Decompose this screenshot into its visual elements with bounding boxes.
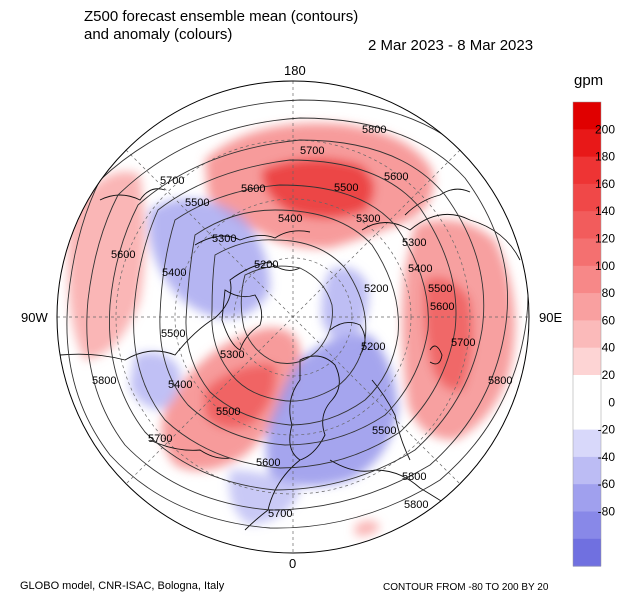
contour-label: 5200 — [364, 283, 388, 295]
contour-label: 5500 — [372, 425, 396, 437]
colorbar-swatch — [573, 129, 601, 158]
colorbar-swatch — [573, 456, 601, 485]
colorbar-tick-label: -20 — [598, 423, 616, 437]
colorbar-swatch — [573, 156, 601, 185]
contour-label: 5600 — [430, 301, 454, 313]
contour-label: 5300 — [356, 213, 380, 225]
contour-label: 5300 — [402, 237, 426, 249]
colorbar-swatch — [573, 484, 601, 512]
colorbar-tick-label: 200 — [595, 122, 615, 136]
colorbar-swatch — [573, 102, 601, 130]
contour-label: 5500 — [185, 197, 209, 209]
contour-label: 5700 — [268, 508, 292, 520]
longitude-label-right: 90E — [539, 310, 563, 325]
anomaly-positive-africa — [355, 520, 380, 536]
colorbar-tick-label: 180 — [595, 150, 615, 164]
colorbar-swatch — [573, 183, 601, 212]
longitude-label-left: 90W — [21, 310, 48, 325]
colorbar-swatch — [573, 429, 601, 458]
colorbar-tick-label: 20 — [602, 368, 616, 382]
colorbar-tick-label: -80 — [598, 505, 616, 519]
contour-label: 5800 — [488, 375, 512, 387]
date-range: 2 Mar 2023 - 8 Mar 2023 — [368, 37, 534, 54]
anomaly-negative-canada — [148, 198, 270, 319]
colorbar-swatch — [573, 402, 601, 431]
contour-label: 5700 — [451, 337, 475, 349]
contour-label: 5200 — [361, 341, 385, 353]
contour-label: 5300 — [212, 233, 236, 245]
map-frame — [56, 80, 530, 554]
anomaly-negative-south — [229, 470, 300, 525]
colorbar-tick-label: 100 — [595, 259, 615, 273]
contour-label: 5200 — [254, 259, 278, 271]
anomaly-positive-north-pacific-core — [262, 158, 374, 219]
graticule — [57, 81, 529, 553]
contour-label: 5400 — [168, 379, 192, 391]
colorbar-tick-label: 40 — [602, 341, 616, 355]
contour-label: 5500 — [428, 283, 452, 295]
longitude-label-top: 180 — [284, 63, 306, 78]
colorbar-tick-label: 0 — [608, 395, 615, 409]
contour-label: 5400 — [162, 267, 186, 279]
contour-label-layer: 5800 5700 5600 5500 5400 5300 5200 5600 … — [92, 124, 512, 520]
anomaly-positive-atlantic-core — [205, 364, 276, 429]
map-title: Z500 forecast ensemble mean (contours) a… — [84, 8, 358, 44]
contour-label: 5800 — [362, 124, 386, 136]
contour-label: 5800 — [404, 499, 428, 511]
contour-label: 5700 — [160, 175, 184, 187]
title-line-1: Z500 forecast ensemble mean (contours) — [84, 8, 359, 25]
title-line-2: and anomaly (colours) — [84, 26, 233, 43]
contour-label: 5800 — [402, 471, 426, 483]
contour-label: 5500 — [334, 182, 358, 194]
contour-label: 5300 — [220, 349, 244, 361]
colorbar-frame — [572, 101, 602, 567]
colorbar-swatch — [573, 511, 601, 540]
contour-label: 5600 — [241, 183, 265, 195]
anomaly-negative-labrador — [130, 352, 181, 410]
colorbar-tick-label: 140 — [595, 204, 615, 218]
contour-label: 5400 — [408, 263, 432, 275]
colorbar-tick-label: 60 — [602, 313, 616, 327]
anomaly-shading — [67, 123, 515, 536]
colorbar-swatch — [573, 211, 601, 239]
height-contours — [66, 99, 529, 529]
contour-label: 5600 — [256, 457, 280, 469]
contour-label: 5400 — [278, 213, 302, 225]
contour-label: 5600 — [384, 171, 408, 183]
contour-label: 5800 — [92, 375, 116, 387]
colorbar-swatch — [573, 375, 601, 403]
anomaly-negative-arctic — [321, 267, 369, 341]
colorbar-swatch — [573, 293, 601, 321]
colorbar-unit: gpm — [574, 72, 604, 89]
contour-label: 5700 — [300, 145, 324, 157]
longitude-label-bottom: 0 — [289, 556, 297, 571]
colorbar-tick-label: 120 — [595, 232, 615, 246]
colorbar-swatch — [573, 265, 601, 294]
colorbar-swatch — [573, 320, 601, 349]
colorbar-swatch — [573, 347, 601, 376]
contour-label: 5500 — [216, 406, 240, 418]
footer-credit: GLOBO model, CNR-ISAC, Bologna, Italy — [20, 580, 225, 592]
colorbar-swatch — [573, 238, 601, 267]
colorbar-tick-label: 80 — [602, 286, 616, 300]
footer-contour-note: CONTOUR FROM -80 TO 200 BY 20 — [383, 582, 549, 593]
colorbar-tick-label: -60 — [598, 477, 616, 491]
colorbar-swatch — [573, 538, 601, 567]
colorbar-tick-label: -40 — [598, 450, 616, 464]
contour-label: 5700 — [148, 433, 172, 445]
contour-label: 5600 — [111, 249, 135, 261]
coastlines — [59, 188, 521, 531]
colorbar-tick-label: 160 — [595, 177, 615, 191]
anomaly-negative-europe — [266, 334, 398, 487]
anomaly-positive-eurasia-core — [424, 277, 473, 391]
contour-label: 5500 — [161, 328, 185, 340]
